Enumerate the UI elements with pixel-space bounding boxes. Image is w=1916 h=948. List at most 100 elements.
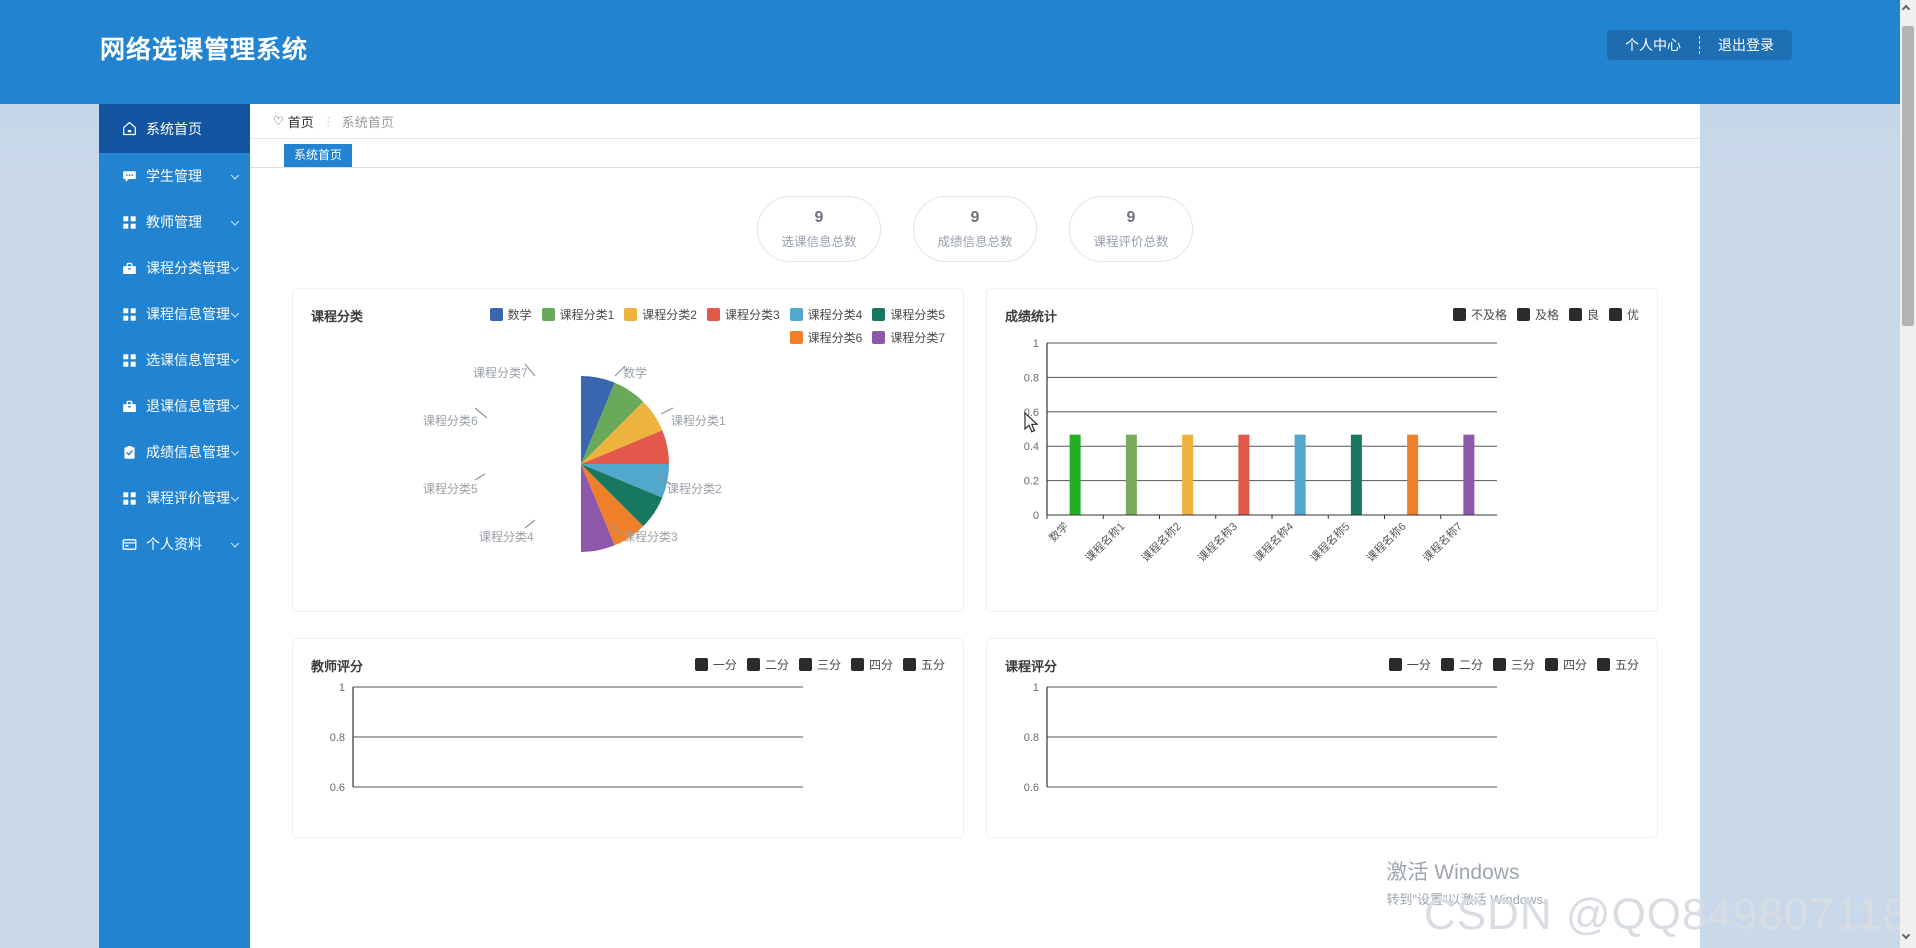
- score-statistics-legend-item[interactable]: 不及格: [1452, 306, 1507, 323]
- pie-slice[interactable]: [581, 464, 669, 498]
- empty-chart-svg: 1 0.8 0.6: [1024, 682, 1497, 794]
- pie-slice[interactable]: [581, 464, 663, 527]
- x-axis-tick-label: 课程名称2: [1138, 519, 1183, 564]
- stat-card-1[interactable]: 9 成绩信息总数: [913, 196, 1037, 262]
- sidebar-item-label: 个人资料: [146, 536, 202, 552]
- teacher-rating-legend-item[interactable]: 一分: [694, 656, 737, 673]
- course-rating-title: 课程评分: [1005, 659, 1058, 674]
- pie-leader-line: [474, 407, 488, 419]
- sidebar-item-0[interactable]: 系统首页: [99, 104, 250, 153]
- bar[interactable]: [1463, 434, 1475, 515]
- stat-card-2[interactable]: 9 课程评价总数: [1069, 196, 1193, 262]
- course-rating-legend-item[interactable]: 二分: [1440, 656, 1483, 673]
- sidebar-item-label: 成绩信息管理: [146, 444, 230, 460]
- course-category-legend-item[interactable]: 课程分类1: [541, 306, 614, 323]
- pie-slice[interactable]: [581, 464, 615, 552]
- sidebar-item-5[interactable]: 选课信息管理: [99, 337, 250, 383]
- course-category-legend-item[interactable]: 课程分类2: [624, 306, 697, 323]
- legend-label: 良: [1586, 308, 1599, 322]
- bar[interactable]: [1350, 434, 1362, 515]
- chevron-down-icon[interactable]: [230, 217, 240, 226]
- personal-center-button[interactable]: 个人中心: [1607, 30, 1699, 60]
- pie-leader-line: [656, 475, 672, 485]
- legend-label: 不及格: [1470, 308, 1507, 322]
- bar[interactable]: [1407, 434, 1419, 515]
- legend-color-swatch: [1516, 308, 1530, 321]
- y-axis-tick-label: 0: [1033, 510, 1039, 522]
- tab-system-home[interactable]: 系统首页: [284, 144, 353, 167]
- chevron-down-icon[interactable]: [230, 263, 240, 272]
- course-rating-legend-item[interactable]: 三分: [1492, 656, 1535, 673]
- bar[interactable]: [1182, 434, 1194, 515]
- course-category-legend-item[interactable]: 课程分类6: [789, 329, 862, 346]
- legend-color-swatch: [902, 658, 916, 671]
- score-statistics-title: 成绩统计: [1005, 309, 1058, 324]
- score-statistics-legend-item[interactable]: 优: [1608, 306, 1639, 323]
- teacher-rating-legend-item[interactable]: 五分: [902, 656, 945, 673]
- clipboard-check-icon: [121, 444, 137, 460]
- pie-leader-line: [660, 407, 674, 415]
- chevron-down-icon[interactable]: [230, 355, 240, 364]
- pie-slice[interactable]: [581, 464, 644, 546]
- grid-icon: [121, 490, 137, 506]
- breadcrumb-home[interactable]: ♡ 首页: [273, 112, 314, 131]
- bar[interactable]: [1294, 434, 1306, 515]
- sidebar-item-label: 系统首页: [146, 120, 202, 137]
- chart-row-bottom: 教师评分 一分 二分 三分 四分 五分 1 0.8 0.6 课程评分 一分 二分 三分 四分 五分 …: [250, 638, 1700, 838]
- scroll-down-arrow[interactable]: [1901, 930, 1913, 942]
- chevron-down-icon[interactable]: [230, 171, 240, 180]
- sidebar-item-1[interactable]: 学生管理: [99, 153, 250, 199]
- legend-color-swatch: [1388, 658, 1402, 671]
- pie-slice[interactable]: [581, 382, 644, 464]
- sidebar-item-label: 课程分类管理: [146, 260, 230, 276]
- course-category-legend-item[interactable]: 课程分类3: [706, 306, 780, 323]
- y-axis-tick-label: 0.4: [1024, 441, 1039, 453]
- bar[interactable]: [1238, 434, 1250, 515]
- x-axis-tick-label: 课程名称1: [1082, 519, 1127, 564]
- sidebar-item-label: 选课信息管理: [146, 352, 230, 368]
- course-category-legend-item[interactable]: 课程分类4: [789, 306, 862, 323]
- sidebar-item-8[interactable]: 课程评价管理: [99, 475, 250, 521]
- course-category-legend-item[interactable]: 数学: [489, 306, 532, 323]
- logout-button[interactable]: 退出登录: [1700, 30, 1792, 60]
- page-scrollbar-thumb[interactable]: [1902, 26, 1914, 326]
- bar[interactable]: [1069, 434, 1081, 515]
- chevron-down-icon[interactable]: [230, 539, 240, 548]
- stat-card-label: 课程评价总数: [1093, 234, 1169, 249]
- y-axis-tick-label: 1: [1033, 682, 1039, 694]
- score-statistics-legend-item[interactable]: 良: [1568, 306, 1599, 323]
- sidebar-item-9[interactable]: 个人资料: [99, 521, 250, 567]
- pie-slice[interactable]: [581, 376, 615, 464]
- grid-icon: [121, 352, 137, 368]
- course-rating-legend-item[interactable]: 一分: [1388, 656, 1431, 673]
- chevron-down-icon[interactable]: [230, 493, 240, 502]
- course-category-legend-item[interactable]: 课程分类7: [872, 329, 945, 346]
- sidebar-item-4[interactable]: 课程信息管理: [99, 291, 250, 337]
- pie-slice[interactable]: [581, 430, 669, 464]
- course-rating-legend-item[interactable]: 四分: [1544, 656, 1587, 673]
- chevron-down-icon[interactable]: [230, 447, 240, 456]
- chevron-down-icon[interactable]: [230, 309, 240, 318]
- course-rating-legend-item[interactable]: 五分: [1596, 656, 1639, 673]
- scroll-up-arrow[interactable]: [1901, 4, 1913, 16]
- course-category-legend-item[interactable]: 课程分类5: [872, 306, 945, 323]
- sidebar-item-7[interactable]: 成绩信息管理: [99, 429, 250, 475]
- pie-slice[interactable]: [581, 401, 663, 464]
- teacher-rating-legend-item[interactable]: 四分: [850, 656, 893, 673]
- sidebar-item-label: 学生管理: [146, 168, 202, 184]
- legend-label: 课程分类3: [724, 308, 780, 322]
- pie-leader-line: [614, 365, 626, 377]
- stat-card-0[interactable]: 9 选课信息总数: [757, 196, 881, 262]
- legend-color-swatch: [872, 308, 886, 321]
- teacher-rating-legend-item[interactable]: 三分: [798, 656, 841, 673]
- bar[interactable]: [1125, 434, 1137, 515]
- legend-color-swatch: [624, 308, 638, 321]
- sidebar-item-3[interactable]: 课程分类管理: [99, 245, 250, 291]
- teacher-rating-legend-item[interactable]: 二分: [746, 656, 789, 673]
- sidebar-item-6[interactable]: 退课信息管理: [99, 383, 250, 429]
- score-statistics-legend-item[interactable]: 及格: [1516, 306, 1559, 323]
- legend-color-swatch: [872, 331, 886, 344]
- chevron-down-icon[interactable]: [230, 401, 240, 410]
- sidebar-item-2[interactable]: 教师管理: [99, 199, 250, 245]
- home-icon: [121, 121, 137, 137]
